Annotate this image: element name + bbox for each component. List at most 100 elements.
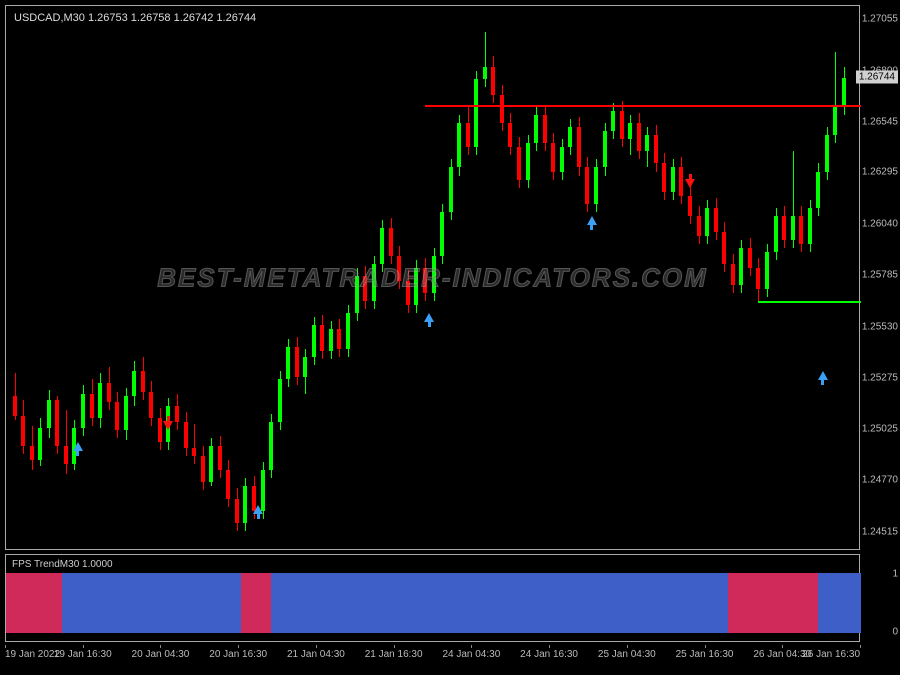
- candle-body: [132, 371, 136, 395]
- indicator-label: FPS TrendM30 1.0000: [12, 559, 113, 570]
- current-price-tag: 1.26744: [856, 70, 898, 83]
- horizontal-line: [758, 301, 861, 303]
- candle-body: [679, 167, 683, 195]
- y-tick-label: 1.26545: [862, 117, 898, 128]
- y-tick-label: 1.26295: [862, 167, 898, 178]
- candle-body: [739, 248, 743, 284]
- arrow-up-icon: [73, 442, 83, 451]
- candle-body: [654, 135, 658, 163]
- time-x-axis: 19 Jan 202219 Jan 16:3020 Jan 04:3020 Ja…: [5, 645, 860, 670]
- candle-body: [543, 115, 547, 143]
- candle-body: [799, 216, 803, 244]
- trend-bar: [728, 573, 818, 633]
- candle-body: [517, 147, 521, 179]
- candle-body: [149, 392, 153, 418]
- arrow-up-icon: [424, 313, 434, 322]
- arrow-down-icon: [685, 179, 695, 188]
- chart-window: USDCAD,M30 1.26753 1.26758 1.26742 1.267…: [0, 0, 900, 675]
- horizontal-line: [425, 105, 861, 107]
- candle-body: [115, 402, 119, 430]
- arrow-up-icon: [818, 371, 828, 380]
- candle-body: [825, 135, 829, 171]
- candle-body: [628, 123, 632, 139]
- candle-body: [637, 123, 641, 151]
- candle-body: [603, 131, 607, 167]
- candle-body: [192, 448, 196, 456]
- candle-wick: [194, 424, 195, 464]
- candle-body: [380, 228, 384, 264]
- indicator-bars: [6, 573, 861, 633]
- candle-body: [158, 418, 162, 442]
- candle-body: [705, 208, 709, 236]
- candle-body: [278, 379, 282, 421]
- candle-body: [286, 347, 290, 379]
- y-tick-label: 1.27055: [862, 14, 898, 25]
- candle-body: [124, 396, 128, 430]
- candle-body: [662, 163, 666, 191]
- trend-bar: [241, 573, 271, 633]
- candle-body: [329, 329, 333, 351]
- x-tick-label: 20 Jan 16:30: [209, 649, 267, 660]
- candle-body: [457, 123, 461, 167]
- candle-body: [714, 208, 718, 232]
- price-y-axis: 1.270551.268001.265451.262951.260401.257…: [860, 5, 900, 550]
- trend-bar: [62, 573, 242, 633]
- y-tick-label: 1.25785: [862, 270, 898, 281]
- y-tick-label: 1.25275: [862, 373, 898, 384]
- candle-body: [816, 172, 820, 208]
- candle-body: [55, 400, 59, 446]
- candle-body: [568, 127, 572, 147]
- arrow-down-icon: [163, 421, 173, 430]
- candle-body: [722, 232, 726, 264]
- candle-body: [782, 216, 786, 240]
- candle-body: [320, 325, 324, 351]
- x-tick-label: 25 Jan 16:30: [676, 649, 734, 660]
- candle-body: [611, 111, 615, 131]
- y-tick-label: 1.24770: [862, 475, 898, 486]
- candle-body: [671, 167, 675, 191]
- watermark: BEST-METATRADER-INDICATORS.COM: [157, 262, 708, 293]
- indicator-y-axis: 01: [860, 554, 900, 642]
- candle-body: [389, 228, 393, 256]
- candle-body: [90, 394, 94, 418]
- candle-body: [312, 325, 316, 357]
- candle-body: [449, 167, 453, 211]
- candle-body: [218, 446, 222, 470]
- candle-body: [337, 329, 341, 349]
- x-tick-label: 26 Jan 16:30: [802, 649, 860, 660]
- main-price-chart[interactable]: USDCAD,M30 1.26753 1.26758 1.26742 1.267…: [5, 5, 860, 550]
- candle-body: [243, 486, 247, 522]
- candle-body: [808, 208, 812, 244]
- indicator-y-tick: 0: [892, 627, 898, 638]
- trend-bar: [271, 573, 728, 633]
- indicator-y-tick: 1: [892, 569, 898, 580]
- candle-body: [508, 123, 512, 147]
- candle-body: [731, 264, 735, 284]
- candle-body: [645, 135, 649, 151]
- x-tick-label: 24 Jan 16:30: [520, 649, 578, 660]
- candle-body: [226, 470, 230, 498]
- candle-body: [47, 400, 51, 428]
- candle-body: [30, 446, 34, 460]
- x-tick-label: 20 Jan 04:30: [132, 649, 190, 660]
- candle-body: [765, 252, 769, 288]
- candle-body: [38, 428, 42, 460]
- arrow-up-icon: [587, 216, 597, 225]
- candle-body: [500, 95, 504, 123]
- candle-body: [560, 147, 564, 171]
- candle-body: [526, 143, 530, 179]
- y-tick-label: 1.24515: [862, 526, 898, 537]
- candle-body: [201, 456, 205, 482]
- x-tick-label: 21 Jan 16:30: [365, 649, 423, 660]
- candle-body: [13, 396, 17, 416]
- chart-header: USDCAD,M30 1.26753 1.26758 1.26742 1.267…: [14, 12, 256, 24]
- x-tick-label: 25 Jan 04:30: [598, 649, 656, 660]
- candle-body: [184, 422, 188, 448]
- candle-body: [141, 371, 145, 391]
- x-tick-label: 19 Jan 2022: [5, 649, 60, 660]
- candle-body: [295, 347, 299, 377]
- candle-body: [774, 216, 778, 252]
- candle-body: [577, 127, 581, 167]
- indicator-panel[interactable]: FPS TrendM30 1.0000: [5, 554, 860, 642]
- candle-body: [474, 79, 478, 148]
